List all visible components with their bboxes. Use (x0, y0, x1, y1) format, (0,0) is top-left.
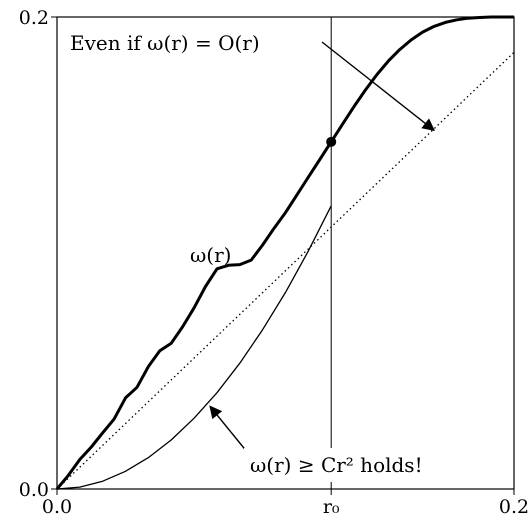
series-group (55, 15, 515, 490)
annotation-top-background (64, 26, 302, 60)
linear-dotted-line (56, 51, 515, 490)
annotation-bottom: ω(r) ≥ Cr² holds! (250, 453, 423, 477)
y-tick-label: 0.0 (19, 479, 49, 501)
annotation-bottom-background (244, 448, 476, 482)
plot-frame (56, 16, 515, 490)
omega-curve-line (55, 15, 514, 490)
r0-point-marker (326, 136, 337, 147)
annotation-omega: ω(r) (190, 243, 231, 267)
x-tick-label: 0.2 (499, 496, 529, 518)
quadratic-curve-line (56, 205, 332, 490)
annotation-top: Even if ω(r) = O(r) (70, 31, 260, 55)
annotation-arrow-top (321, 41, 436, 132)
y-tick-label: 0.2 (19, 7, 49, 29)
axis-ticks: 0.0 r₀ 0.2 0.0 0.2 (19, 7, 529, 518)
x-tick-label: r₀ (323, 496, 340, 518)
x-tick-label: 0.0 (42, 496, 72, 518)
